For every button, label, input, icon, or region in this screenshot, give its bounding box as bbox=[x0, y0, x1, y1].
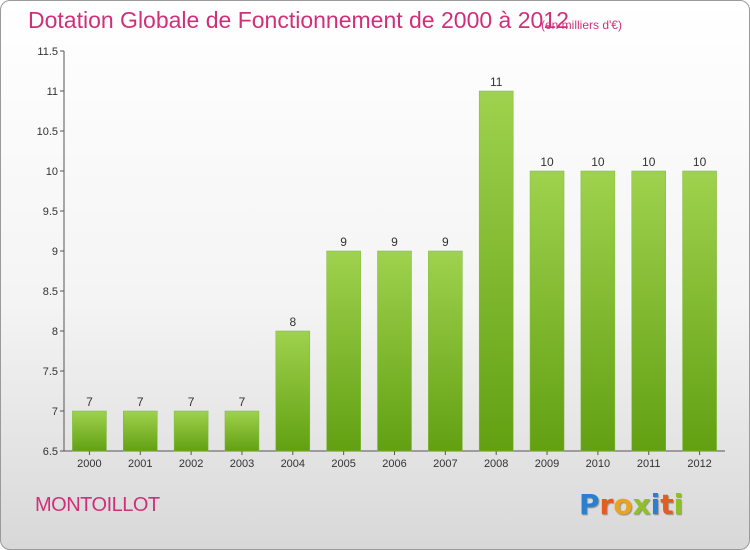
x-tick-label: 2006 bbox=[382, 458, 406, 470]
bar bbox=[428, 250, 463, 452]
x-tick-label: 2005 bbox=[331, 458, 355, 470]
bar bbox=[326, 250, 361, 452]
logo-letter: i bbox=[650, 488, 661, 521]
bar-value-label: 10 bbox=[693, 155, 707, 169]
bar bbox=[275, 330, 311, 452]
y-tick-label: 9.5 bbox=[43, 206, 58, 218]
logo-letter: x bbox=[632, 488, 651, 521]
y-tick-label: 7 bbox=[52, 406, 58, 418]
bar bbox=[529, 170, 565, 452]
y-tick-label: 6.5 bbox=[43, 446, 58, 458]
bar bbox=[580, 170, 616, 452]
chart-title: Dotation Globale de Fonctionnement de 20… bbox=[28, 7, 569, 33]
x-tick-label: 2010 bbox=[586, 458, 610, 470]
bar bbox=[173, 410, 209, 452]
bars bbox=[72, 90, 717, 452]
labels: 7 2000 7 2001 7 2002 7 2003 8 2004 9 2005 9 2006 9 2007… bbox=[77, 75, 712, 470]
bar-value-label: 11 bbox=[490, 75, 503, 89]
y-tick-label: 10.5 bbox=[37, 126, 58, 138]
y-tick-label: 9 bbox=[52, 246, 58, 258]
logo-letter: P bbox=[579, 488, 600, 521]
bar-value-label: 7 bbox=[86, 395, 93, 409]
logo-letter: i bbox=[673, 488, 684, 521]
bar-value-label: 8 bbox=[289, 315, 296, 329]
bar bbox=[72, 410, 107, 452]
bar-value-label: 10 bbox=[642, 155, 656, 169]
bar-value-label: 10 bbox=[540, 155, 554, 169]
y-tick-label: 7.5 bbox=[43, 366, 58, 378]
y-tick-label: 8.5 bbox=[43, 286, 58, 298]
x-tick-label: 2007 bbox=[433, 458, 457, 470]
logo-letter: o bbox=[613, 488, 633, 521]
x-tick-label: 2008 bbox=[484, 458, 508, 470]
y-tick-label: 8 bbox=[52, 326, 58, 338]
x-tick-label: 2001 bbox=[128, 458, 152, 470]
y-tick-label: 11.5 bbox=[37, 46, 58, 58]
bar-value-label: 10 bbox=[591, 155, 605, 169]
y-tick-label: 10 bbox=[46, 166, 58, 178]
bar-value-label: 7 bbox=[137, 395, 144, 409]
bar-value-label: 9 bbox=[442, 235, 449, 249]
proxiti-logo[interactable]: Proxiti bbox=[579, 488, 683, 521]
y-tick-label: 11 bbox=[47, 86, 58, 98]
logo-letter: t bbox=[660, 488, 674, 521]
x-tick-label: 2002 bbox=[179, 458, 203, 470]
bar bbox=[377, 250, 412, 452]
bar bbox=[478, 90, 514, 452]
bar bbox=[123, 410, 158, 452]
bar-value-label: 9 bbox=[340, 235, 347, 249]
commune-name: MONTOILLOT bbox=[35, 494, 160, 516]
bar bbox=[224, 410, 260, 452]
bar bbox=[631, 170, 666, 452]
x-tick-label: 2004 bbox=[281, 458, 305, 470]
bar-chart: 6.5 7 7.5 8 8.5 9 9.5 10 10.5 11 11.5 7 2000 7 2001 7 2… bbox=[37, 46, 725, 470]
x-tick-label: 2003 bbox=[230, 458, 254, 470]
bar-value-label: 7 bbox=[239, 395, 246, 409]
logo-letter: r bbox=[599, 488, 614, 521]
bar bbox=[682, 170, 717, 452]
x-tick-label: 2009 bbox=[535, 458, 559, 470]
chart-unit: (en milliers d'€) bbox=[541, 18, 622, 32]
bar-value-label: 7 bbox=[188, 395, 195, 409]
bar-value-label: 9 bbox=[391, 235, 398, 249]
x-tick-label: 2011 bbox=[637, 458, 661, 470]
x-tick-label: 2012 bbox=[687, 458, 711, 470]
x-tick-label: 2000 bbox=[77, 458, 101, 470]
